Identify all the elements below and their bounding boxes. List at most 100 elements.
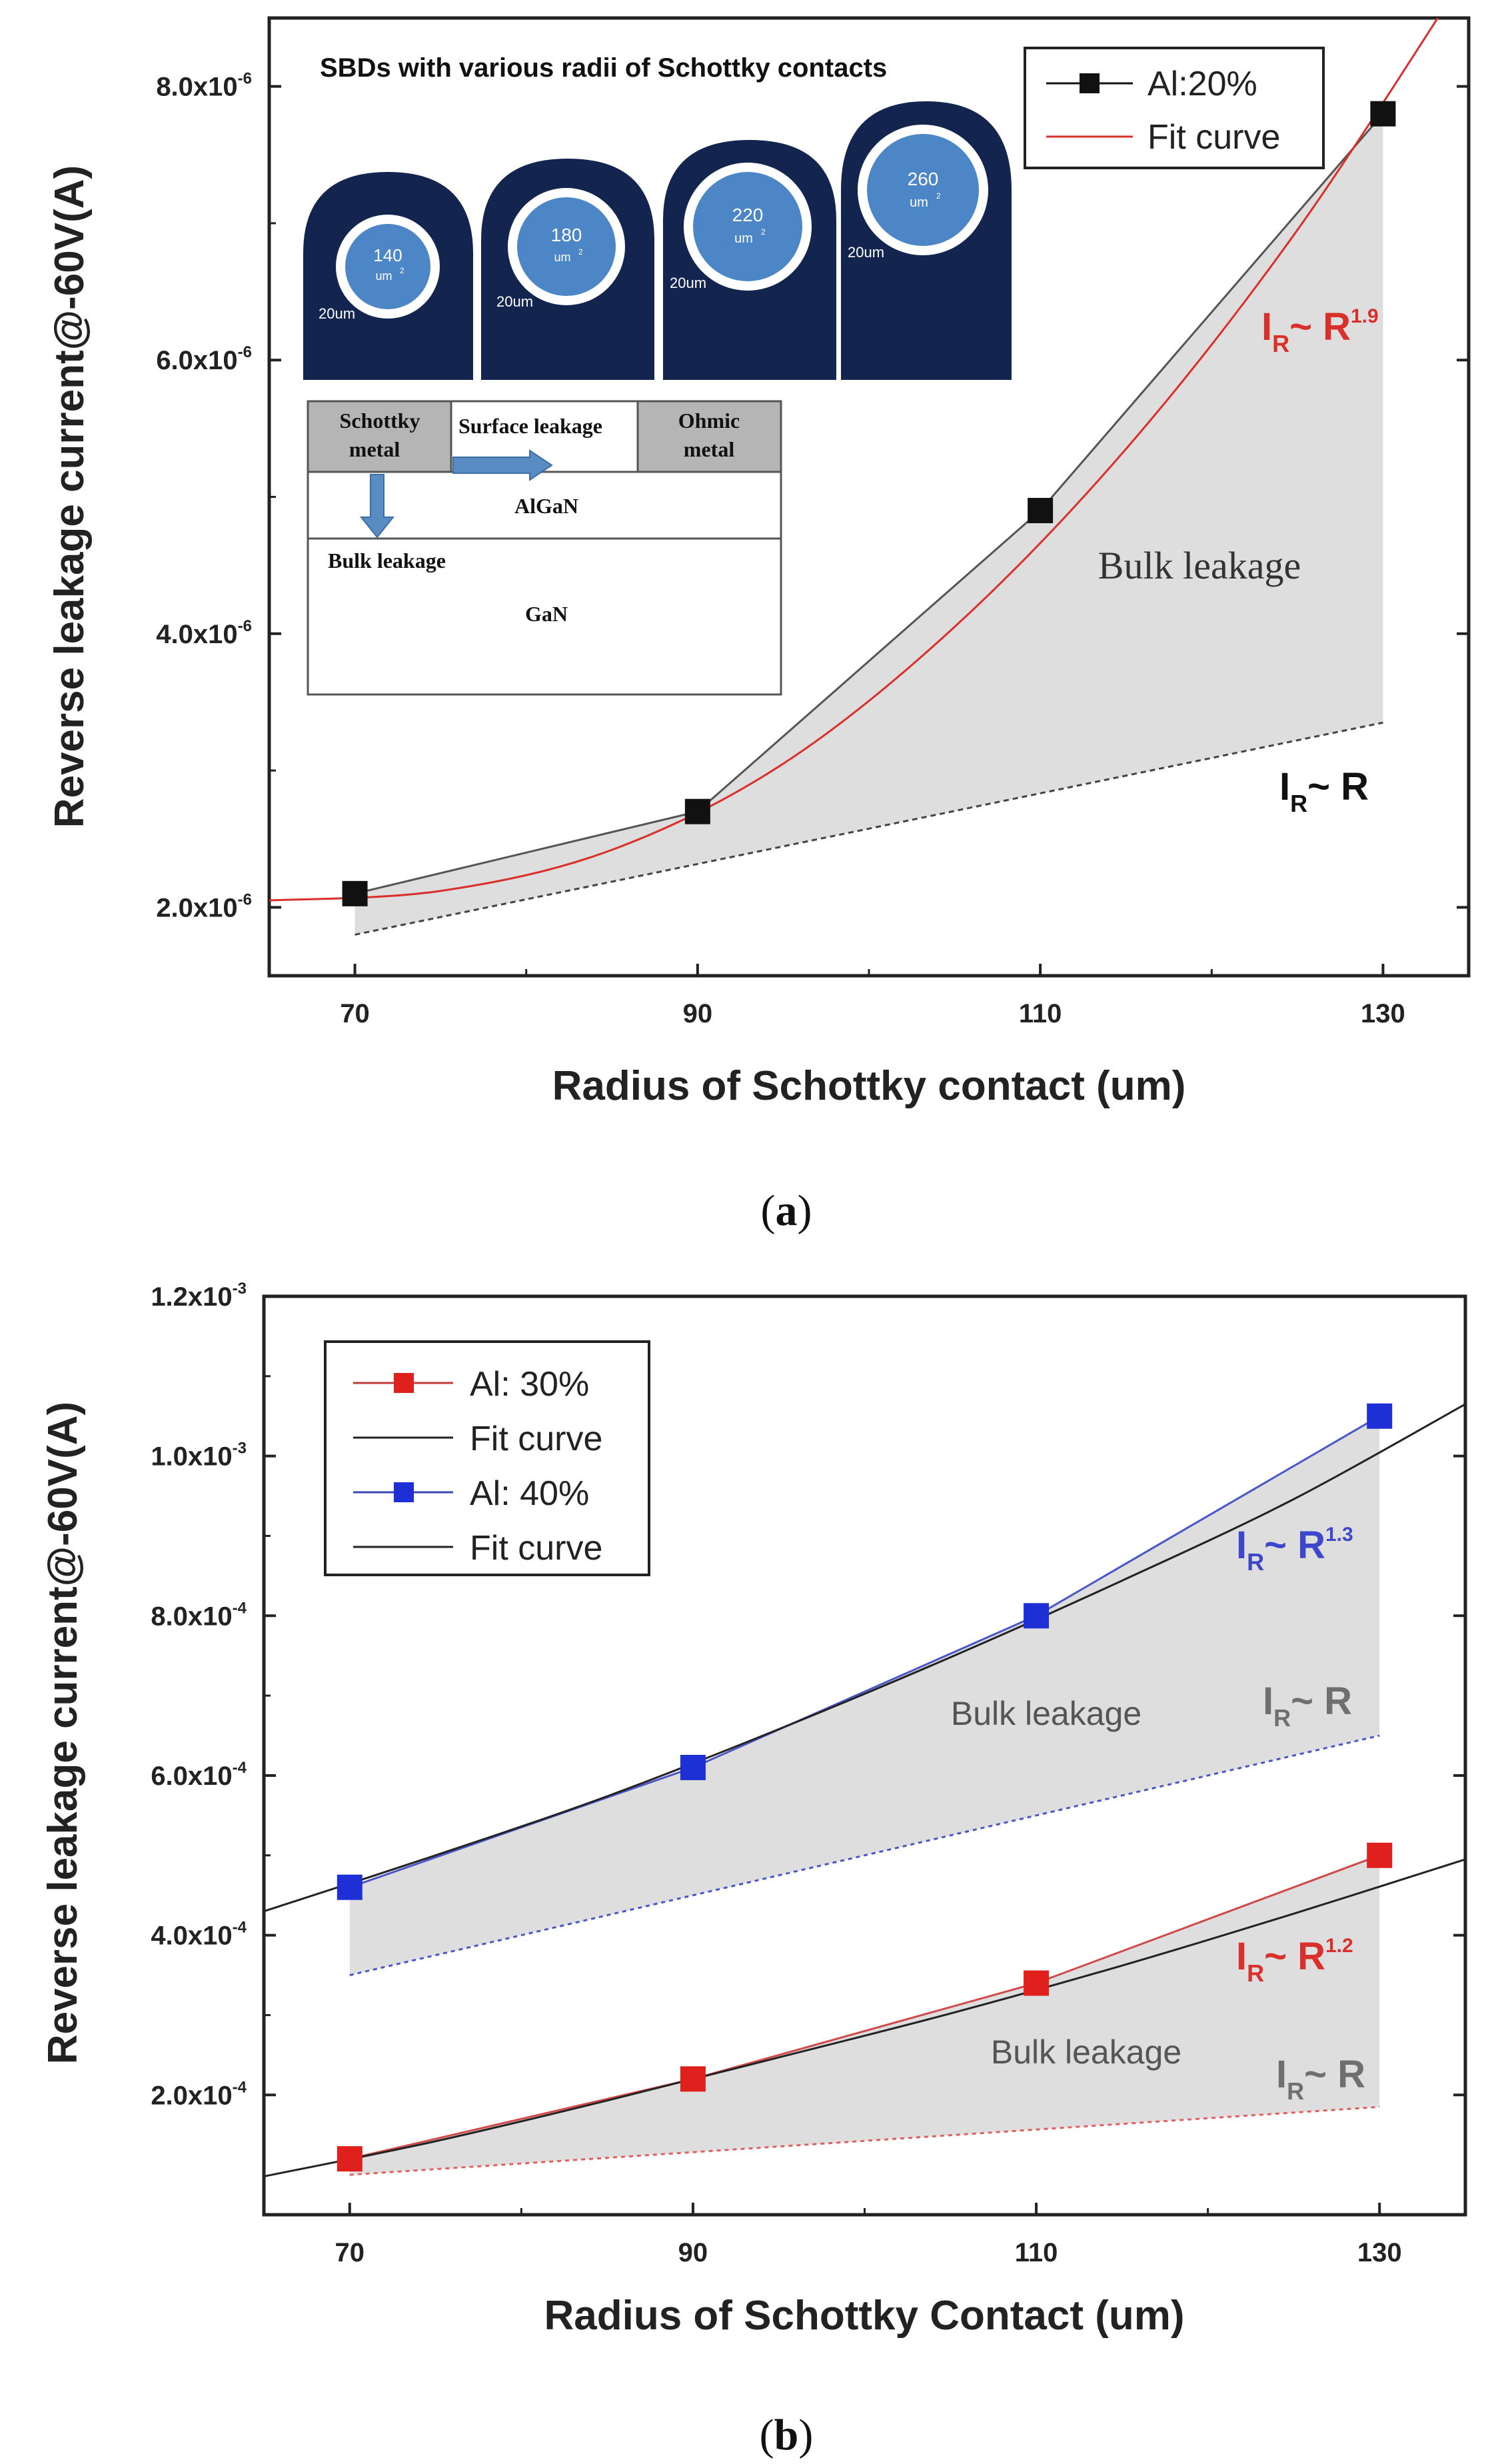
pad-area: 260	[908, 169, 939, 189]
x-axis-title-b: Radius of Schottky Contact (um)	[544, 2293, 1184, 2339]
law-exponent: 1.9	[1351, 305, 1379, 327]
legend-b: Al: 30% Fit curve Al: 40% Fit curve	[324, 1340, 650, 1576]
series-line-al20	[355, 113, 1384, 895]
linear-reference-line-a	[355, 721, 1383, 936]
pad-220: 220 um 2 20um	[663, 140, 836, 380]
law-base: I	[1263, 1680, 1273, 1723]
data-point-al20	[1028, 498, 1054, 524]
y-tick-mantissa: 8.0x10	[156, 73, 237, 102]
bulk-arrow-icon	[359, 474, 395, 539]
pad-area: 140	[373, 245, 402, 265]
data-point-al20	[684, 798, 710, 824]
power-law-annotation-al40: IR~ R1.3	[1236, 1524, 1353, 1576]
legend-box	[1024, 47, 1325, 169]
data-point-al20	[1370, 101, 1396, 127]
contact-disc	[693, 172, 802, 281]
y-tick-mantissa: 4.0x10	[151, 1921, 232, 1951]
data-point-al40	[337, 1874, 363, 1900]
data-point-al30	[1024, 1970, 1050, 1996]
x-tick-label: 110	[1015, 2238, 1058, 2267]
y-tick-exponent: -4	[233, 2078, 247, 2096]
fit-curve-al30	[264, 1858, 1465, 2177]
law-rest: ~ R	[1264, 1935, 1325, 1978]
gan-label: GaN	[525, 602, 568, 626]
bulk-leakage-label: Bulk leakage	[328, 549, 446, 573]
y-tick-mantissa: 4.0x10	[156, 620, 237, 649]
law-rest: ~ R	[1304, 2053, 1365, 2096]
caption-b: (b)	[760, 2411, 814, 2459]
caption-a: (a)	[761, 1186, 812, 1235]
contact-disc	[345, 224, 430, 309]
y-tick-exponent: -3	[233, 1280, 247, 1298]
y-tick-mantissa: 1.0x10	[151, 1442, 232, 1472]
linear-law-annotation-a: IR~ R	[1279, 765, 1369, 817]
power-law-annotation-al30: IR~ R1.2	[1236, 1935, 1353, 1987]
legend-label-al30: Al: 30%	[470, 1365, 589, 1404]
legend-label-fit: Fit curve	[1147, 118, 1280, 157]
ticks-b: 70 90 110 1302.0x10-44.0x10-46.0x10-48.0x10…	[151, 1280, 1465, 2267]
caption-close-paren: )	[798, 1186, 812, 1235]
y-tick-mantissa: 2.0x10	[151, 2081, 232, 2110]
bulk-leakage-annotation-b-lower: Bulk leakage	[991, 2033, 1181, 2071]
pad-scale: 20um	[848, 244, 884, 261]
surface-arrow-icon	[452, 449, 553, 481]
x-tick-label: 130	[1361, 999, 1405, 1028]
y-tick-exponent: -4	[233, 1599, 247, 1617]
y-tick-label: 4.0x10-6	[156, 617, 252, 649]
panel-a: 70 90 110 1302.0x10-64.0x10-66.0x10-68.0x10…	[47, 16, 1471, 1235]
legend-box	[324, 1340, 650, 1576]
y-tick-exponent: -6	[238, 70, 252, 88]
schottky-label-line1: Schottky	[340, 409, 420, 433]
schottky-label-line2: metal	[349, 437, 400, 461]
law-rest: ~ R	[1264, 1524, 1325, 1567]
data-layer-a	[269, 18, 1439, 936]
ohmic-label-line1: Ohmic	[678, 409, 740, 433]
pad-unit: um	[910, 195, 928, 210]
pad-unit-exp: 2	[400, 266, 404, 275]
y-tick-label: 8.0x10-4	[151, 1599, 247, 1631]
y-tick-label: 4.0x10-4	[151, 1919, 247, 1951]
y-tick-exponent: -6	[238, 617, 252, 635]
y-tick-mantissa: 1.2x10	[151, 1282, 232, 1312]
linear-reference-line-al40	[349, 1734, 1380, 1976]
y-tick-exponent: -3	[233, 1440, 247, 1458]
law-sub: R	[1273, 1704, 1291, 1732]
legend-label-fit-40: Fit curve	[470, 1529, 602, 1568]
y-tick-label: 1.2x10-3	[151, 1280, 247, 1312]
y-axis-title-a: Reverse leakage current@-60V(A)	[47, 165, 93, 828]
legend-label-al40: Al: 40%	[470, 1474, 589, 1513]
law-rest: ~ R	[1307, 765, 1369, 808]
y-tick-mantissa: 2.0x10	[156, 893, 237, 922]
schottky-metal-block	[307, 400, 452, 473]
y-tick-label: 8.0x10-6	[156, 70, 252, 102]
inset-title: SBDs with various radii of Schottky cont…	[320, 53, 887, 83]
law-rest: ~ R	[1291, 1680, 1352, 1723]
y-tick-exponent: -4	[233, 1919, 247, 1937]
bulk-leakage-area-a	[355, 113, 1383, 935]
law-sub: R	[1290, 790, 1307, 817]
bulk-leakage-area-al30	[349, 1855, 1380, 2175]
law-base: I	[1236, 1524, 1247, 1567]
y-tick-label: 2.0x10-6	[156, 890, 252, 922]
law-base: I	[1279, 765, 1290, 808]
contact-disc	[517, 197, 616, 296]
data-point-al30	[680, 2066, 706, 2092]
x-tick-label: 70	[340, 999, 370, 1028]
law-sub: R	[1247, 1548, 1264, 1576]
y-tick-mantissa: 8.0x10	[151, 1602, 232, 1631]
fit-curve-a	[269, 18, 1439, 902]
fit-curve-al40	[264, 1403, 1465, 1913]
legend-a: Al:20% Fit curve	[1024, 47, 1325, 169]
inset-sbd-images: SBDs with various radii of Schottky cont…	[303, 53, 1012, 380]
pad-unit: um	[734, 231, 753, 246]
ticks-a: 70 90 110 1302.0x10-64.0x10-66.0x10-68.0x10…	[156, 70, 1469, 1028]
law-base: I	[1261, 305, 1272, 349]
caption-open-paren: (	[760, 2411, 774, 2459]
surface-leakage-label: Surface leakage	[458, 414, 602, 438]
linear-law-annotation-al30: IR~ R	[1276, 2053, 1365, 2105]
ohmic-metal-block	[636, 400, 782, 473]
pad-unit: um	[375, 269, 392, 283]
y-tick-exponent: -6	[238, 343, 252, 361]
caption-open-paren: (	[761, 1186, 776, 1235]
pad-180: 180 um 2 20um	[481, 159, 654, 380]
